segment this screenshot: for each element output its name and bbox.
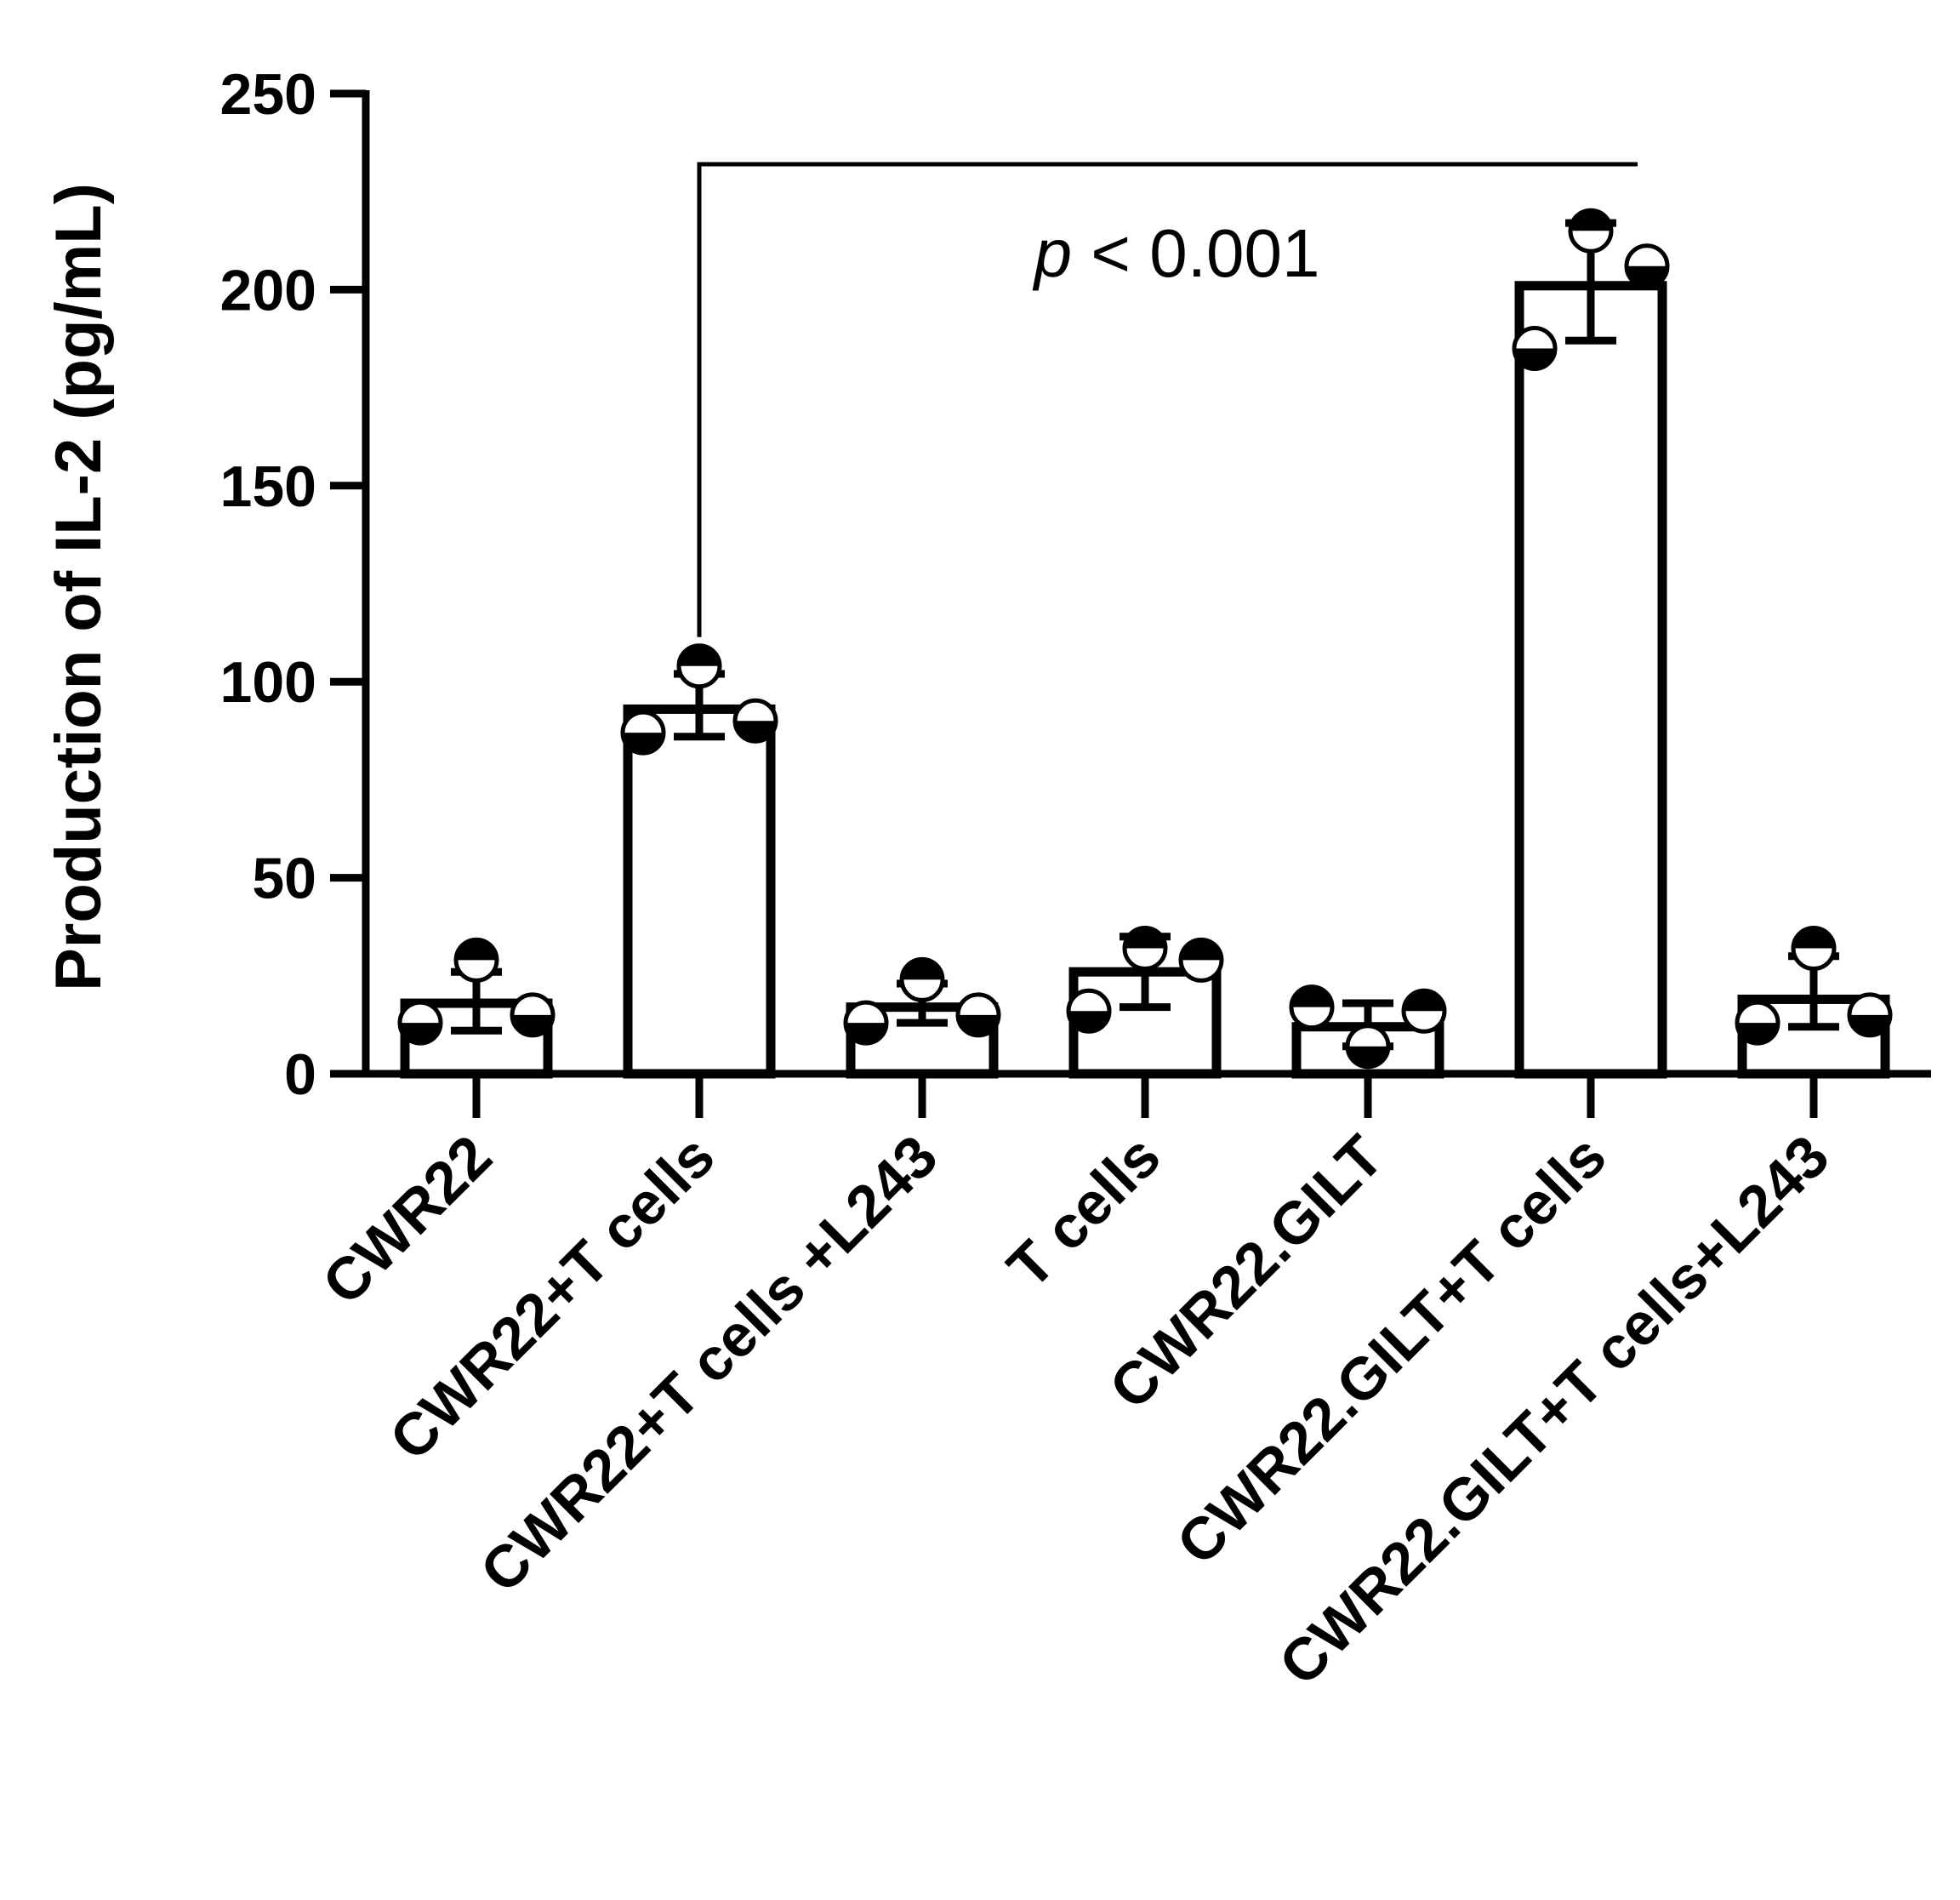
data-point-0-1	[397, 1000, 443, 1046]
y-tick-label-200: 200	[220, 258, 316, 322]
data-point-fill	[846, 1023, 886, 1044]
data-point-5-2	[1624, 243, 1670, 289]
data-point-2-1	[843, 1000, 889, 1046]
data-points	[397, 208, 1893, 1070]
data-point-1-0	[676, 643, 722, 689]
data-point-fill	[679, 645, 720, 666]
data-point-fill	[958, 1014, 999, 1036]
data-point-6-1	[1735, 1000, 1781, 1046]
data-point-fill	[512, 1014, 553, 1036]
y-tick-label-50: 50	[252, 847, 316, 911]
data-point-fill	[1068, 1011, 1109, 1032]
y-axis-ticks: 0 50 100 150 200 250	[220, 62, 366, 1107]
data-point-3-1	[1066, 988, 1112, 1034]
y-tick-label-100: 100	[220, 650, 316, 715]
data-point-fill	[1125, 927, 1165, 949]
y-tick-label-250: 250	[220, 62, 316, 127]
data-point-fill	[1849, 1014, 1890, 1036]
data-point-fill	[400, 1023, 441, 1044]
data-point-fill	[1793, 927, 1834, 949]
y-tick-label-150: 150	[220, 454, 316, 519]
data-point-fill	[735, 721, 776, 742]
bar-5	[1514, 281, 1667, 1079]
data-point-0-2	[510, 992, 556, 1038]
x-tick-label-3: T cells	[994, 1122, 1172, 1300]
data-point-4-0	[1345, 1024, 1391, 1070]
data-point-1-1	[620, 710, 666, 756]
significance-bracket: p < 0.001	[697, 162, 1638, 637]
data-point-3-2	[1178, 937, 1224, 983]
p-value-label: p < 0.001	[1033, 215, 1320, 291]
data-point-1-2	[732, 698, 778, 744]
data-point-0-0	[453, 937, 499, 983]
data-point-4-1	[1289, 984, 1335, 1030]
data-point-4-2	[1401, 988, 1447, 1034]
y-tick-label-0: 0	[284, 1042, 316, 1107]
data-point-6-0	[1791, 926, 1837, 972]
x-tick-label-5: CWR22.GILT+T cells	[1164, 1122, 1618, 1577]
data-point-fill	[456, 939, 497, 961]
data-point-fill	[1404, 990, 1444, 1012]
p-symbol: p	[1033, 215, 1073, 291]
data-point-fill	[623, 733, 664, 754]
data-point-5-0	[1568, 208, 1614, 254]
data-point-6-2	[1847, 992, 1893, 1038]
data-point-fill	[1570, 210, 1611, 231]
y-axis-label: Production of IL-2 (pg/mL)	[43, 183, 115, 991]
data-point-3-0	[1122, 926, 1168, 972]
data-point-fill	[1514, 348, 1555, 369]
x-tick-label-0: CWR22	[310, 1122, 504, 1316]
data-point-fill	[1181, 939, 1222, 961]
data-point-5-1	[1512, 326, 1558, 372]
data-point-2-2	[955, 992, 1001, 1038]
data-point-2-0	[899, 956, 945, 1002]
data-point-fill	[1627, 265, 1667, 287]
x-tick-label-2: CWR22+T cells +L243	[468, 1122, 950, 1605]
data-point-fill	[1737, 1023, 1778, 1044]
p-value-text: < 0.001	[1072, 215, 1319, 291]
significance-line	[697, 162, 1638, 637]
data-point-fill	[1348, 1046, 1388, 1067]
data-point-fill	[1291, 986, 1332, 1007]
bar-1	[623, 704, 776, 1079]
data-point-fill	[902, 959, 943, 980]
